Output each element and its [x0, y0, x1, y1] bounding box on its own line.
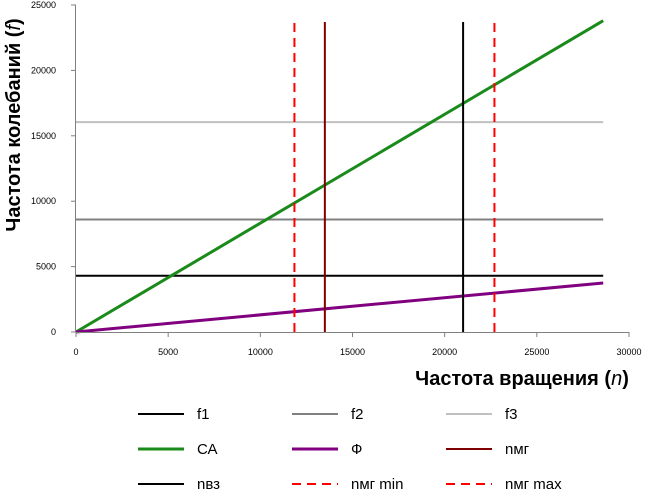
- x-axis-title: Частота вращения (n): [415, 368, 629, 390]
- legend-item-nмг: nмг: [446, 441, 530, 458]
- legend-label: f3: [505, 406, 518, 423]
- x-tick-label: 15000: [340, 347, 365, 357]
- legend-item-са: СА: [138, 441, 218, 458]
- x-tick-label: 5000: [158, 347, 178, 357]
- series-line-са: [75, 19, 604, 334]
- legend-item-f3: f3: [446, 406, 518, 423]
- y-axis-title: Частота колебаний (f): [3, 18, 25, 231]
- y-tick-label: 10000: [31, 196, 56, 206]
- ticks-layer: 0 5000 10000 15000 20000 25000 30000 0 5000 10000…: [31, 0, 642, 357]
- legend-label: nмг max: [505, 476, 562, 493]
- series-line-ф: [75, 281, 604, 334]
- legend-label: nвз: [197, 476, 220, 493]
- legend-item-nмг-min: nмг min: [292, 476, 403, 493]
- legend-label: СА: [197, 441, 218, 458]
- x-tick-label: 30000: [616, 347, 641, 357]
- legend-item-f2: f2: [292, 406, 364, 423]
- legend-label: nмг: [505, 441, 530, 458]
- x-tick-label: 20000: [432, 347, 457, 357]
- legend-item-nвз: nвз: [138, 476, 220, 493]
- series-layer: [75, 19, 604, 334]
- x-tick-label: 0: [73, 347, 78, 357]
- legend-item-ф: Ф: [292, 441, 362, 458]
- y-tick-label: 15000: [31, 131, 56, 141]
- legend-label: nмг min: [351, 476, 403, 493]
- y-tick-label: 25000: [31, 0, 56, 10]
- legend-item-nмг-max: nмг max: [446, 476, 562, 493]
- y-tick-label: 5000: [36, 262, 56, 272]
- legend-label: f2: [351, 406, 364, 423]
- legend-label: Ф: [351, 441, 362, 458]
- x-tick-label: 10000: [248, 347, 273, 357]
- y-tick-label: 20000: [31, 65, 56, 75]
- x-tick-label: 25000: [524, 347, 549, 357]
- legend-label: f1: [197, 406, 210, 423]
- legend-item-f1: f1: [138, 406, 210, 423]
- y-tick-label: 0: [51, 327, 56, 337]
